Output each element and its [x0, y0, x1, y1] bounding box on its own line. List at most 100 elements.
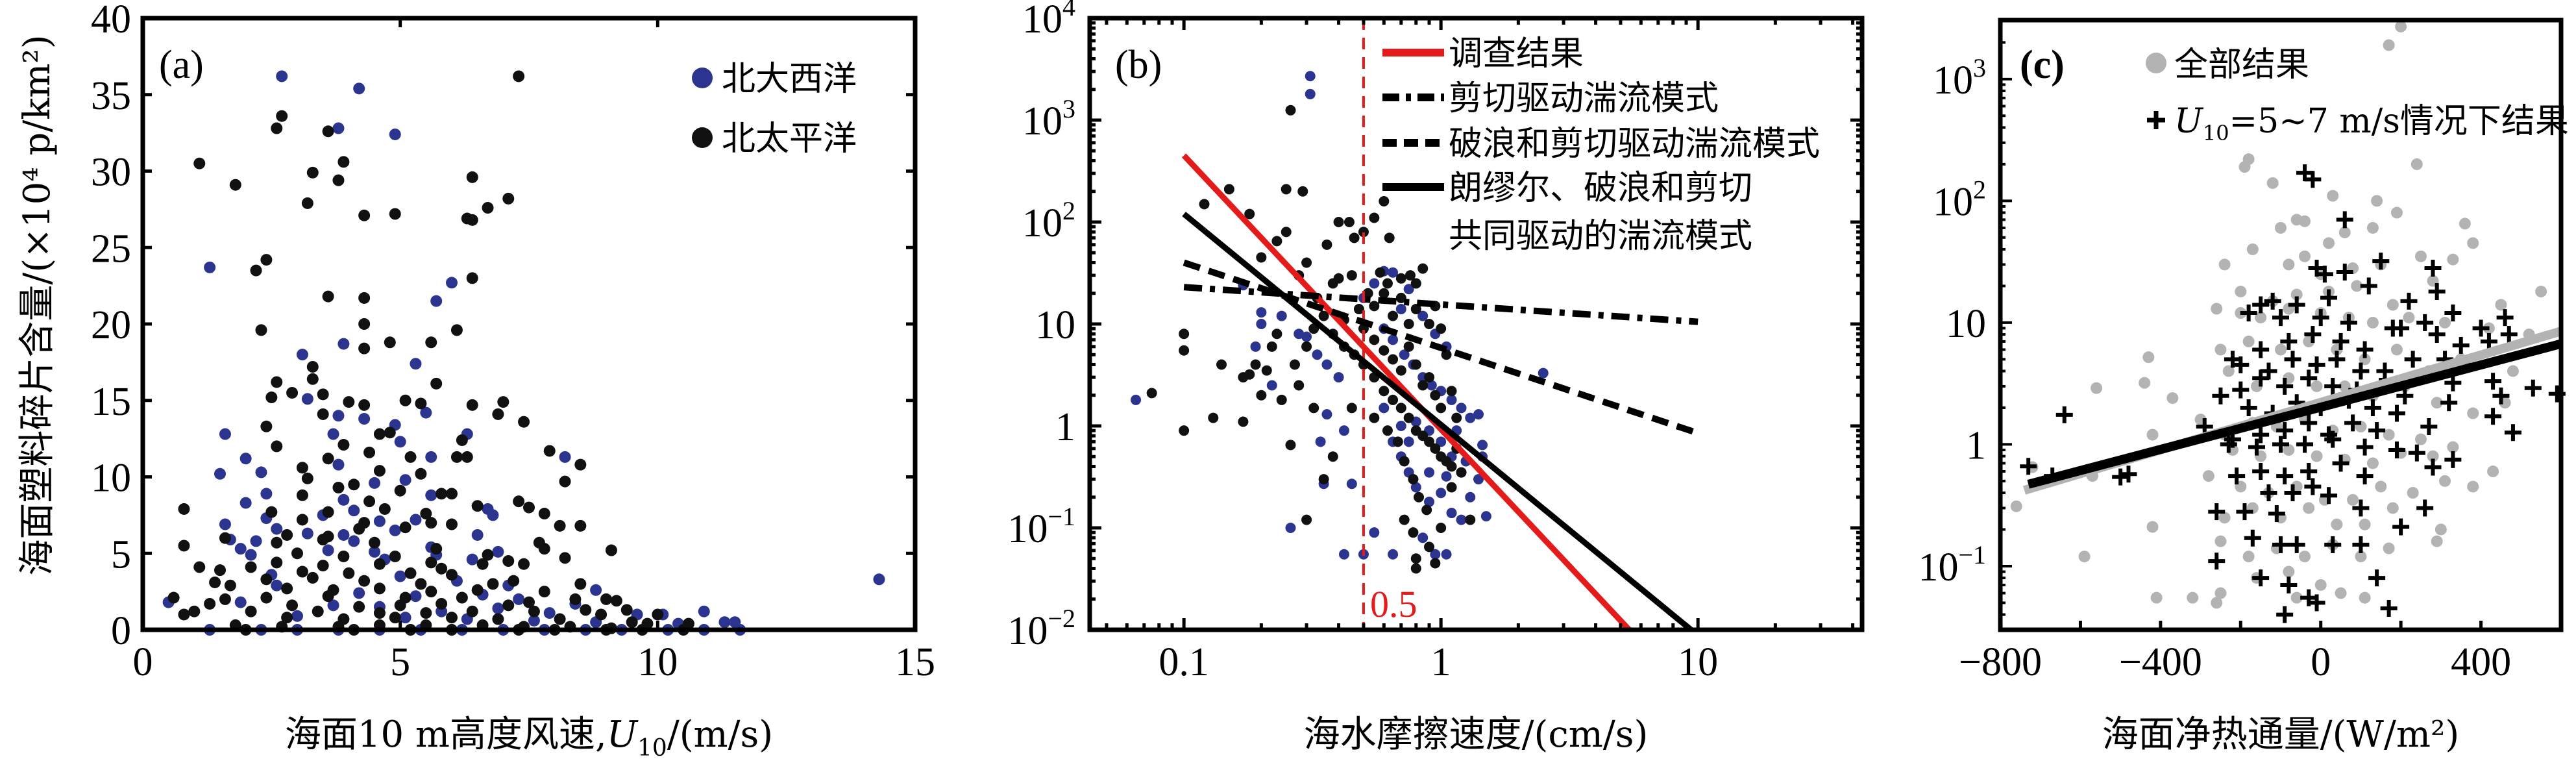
point-u10-5-7	[2484, 373, 2502, 390]
point-u10-5-7	[2336, 264, 2353, 281]
point-u10-5-7	[2308, 594, 2325, 612]
point-pacific	[384, 427, 396, 439]
point-atlantic	[1538, 367, 1549, 379]
point-pacific	[1369, 412, 1380, 423]
point-pacific	[476, 558, 489, 570]
point-pacific	[1395, 365, 1406, 376]
point-u10-5-7	[2344, 414, 2362, 432]
point-pacific	[358, 292, 371, 304]
point-atlantic	[1321, 409, 1332, 420]
point-atlantic	[513, 593, 525, 605]
point-all-results	[2290, 288, 2303, 301]
point-u10-5-7	[2284, 484, 2301, 502]
point-atlantic	[389, 524, 401, 536]
point-atlantic	[873, 573, 885, 586]
point-atlantic	[255, 466, 267, 479]
point-pacific	[322, 453, 334, 465]
point-pacific	[430, 377, 443, 390]
point-all-results	[2266, 177, 2279, 189]
point-pacific	[487, 578, 499, 590]
point-pacific	[1410, 563, 1421, 574]
point-pacific	[1281, 227, 1292, 238]
point-all-results	[2142, 351, 2155, 364]
panel-a-wind-speed: 0 5 10 15 20 25 30 35 40 0 5 10 15 (a) 北大西洋 北太平洋 海面塑…	[16, 0, 935, 759]
point-atlantic	[337, 529, 350, 541]
point-all-results	[2495, 299, 2507, 311]
point-all-results	[2283, 443, 2295, 456]
point-atlantic	[1321, 359, 1332, 370]
point-pacific	[358, 575, 371, 587]
point-atlantic	[1430, 549, 1441, 560]
tick-base: 10	[1022, 0, 1062, 42]
point-all-results	[2275, 343, 2287, 356]
point-pacific	[1256, 390, 1267, 401]
point-pacific	[1410, 304, 1421, 315]
point-all-results	[2487, 466, 2499, 478]
point-u10-5-7	[2388, 441, 2405, 458]
point-all-results	[2335, 587, 2347, 599]
point-atlantic	[430, 295, 443, 307]
point-pacific	[1297, 186, 1308, 197]
point-pacific	[178, 540, 190, 552]
point-all-results	[2366, 221, 2379, 234]
point-atlantic	[1473, 474, 1484, 485]
point-pacific	[1456, 467, 1467, 478]
y-tick-label: 15	[91, 380, 131, 424]
point-pacific	[178, 503, 190, 515]
point-all-results	[2431, 397, 2443, 409]
xlabel-suffix: /(m/s)	[667, 714, 773, 756]
point-pacific	[1250, 359, 1261, 370]
point-all-results	[2150, 591, 2163, 604]
point-atlantic	[276, 70, 288, 82]
point-pacific	[471, 500, 484, 512]
point-pacific	[394, 599, 406, 612]
point-all-results	[2166, 392, 2179, 404]
point-pacific	[1379, 288, 1390, 299]
point-pacific	[1417, 380, 1429, 391]
point-pacific	[255, 324, 267, 336]
point-pacific	[513, 70, 525, 82]
point-all-results	[2299, 215, 2311, 227]
point-pacific	[1216, 359, 1227, 370]
point-atlantic	[1403, 436, 1414, 447]
y-tick-label: 104	[1022, 0, 1075, 42]
point-atlantic	[291, 610, 303, 622]
point-pacific	[214, 564, 226, 577]
point-u10-5-7	[2208, 553, 2226, 570]
point-all-results	[2290, 591, 2303, 604]
point-atlantic	[337, 493, 350, 506]
point-pacific	[1436, 323, 1447, 334]
legend-label-breaking-shear: 破浪和剪切驱动湍流模式	[1449, 125, 1820, 164]
point-u10-5-7	[2504, 424, 2521, 442]
point-pacific	[554, 613, 566, 625]
point-all-results	[2375, 480, 2387, 493]
point-pacific	[1244, 369, 1255, 380]
point-all-results	[2439, 475, 2451, 487]
point-u10-5-7	[2428, 283, 2446, 301]
point-pacific	[250, 264, 262, 277]
point-pacific	[471, 584, 484, 596]
point-pacific	[399, 521, 411, 534]
point-pacific	[523, 596, 535, 608]
point-atlantic	[1131, 394, 1142, 405]
point-pacific	[420, 607, 432, 619]
point-atlantic	[1369, 527, 1380, 538]
tick-exponent: 3	[1062, 94, 1075, 123]
tick-exponent: 4	[1062, 0, 1075, 21]
point-pacific	[466, 399, 478, 411]
point-all-results	[2187, 591, 2199, 604]
point-pacific	[343, 396, 355, 408]
point-pacific	[1369, 301, 1380, 312]
point-all-results	[2459, 218, 2471, 230]
point-u10-5-7	[2440, 394, 2458, 412]
point-atlantic	[332, 458, 345, 471]
point-pacific	[425, 517, 437, 529]
tick-base: 10	[1007, 507, 1048, 551]
point-pacific	[378, 503, 391, 515]
point-all-results	[2415, 250, 2427, 262]
point-pacific	[1446, 461, 1457, 472]
legend-label-pacific: 北太平洋	[722, 119, 857, 158]
point-u10-5-7	[2332, 454, 2349, 472]
point-pacific	[1424, 319, 1435, 329]
